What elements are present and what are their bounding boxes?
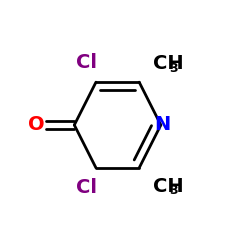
Text: 3: 3 <box>170 62 178 74</box>
Text: 3: 3 <box>170 184 178 197</box>
Text: CH: CH <box>153 54 184 73</box>
Text: CH: CH <box>153 177 184 196</box>
Text: Cl: Cl <box>76 53 96 72</box>
Text: Cl: Cl <box>76 178 96 197</box>
Text: N: N <box>154 116 170 134</box>
Text: O: O <box>28 116 45 134</box>
